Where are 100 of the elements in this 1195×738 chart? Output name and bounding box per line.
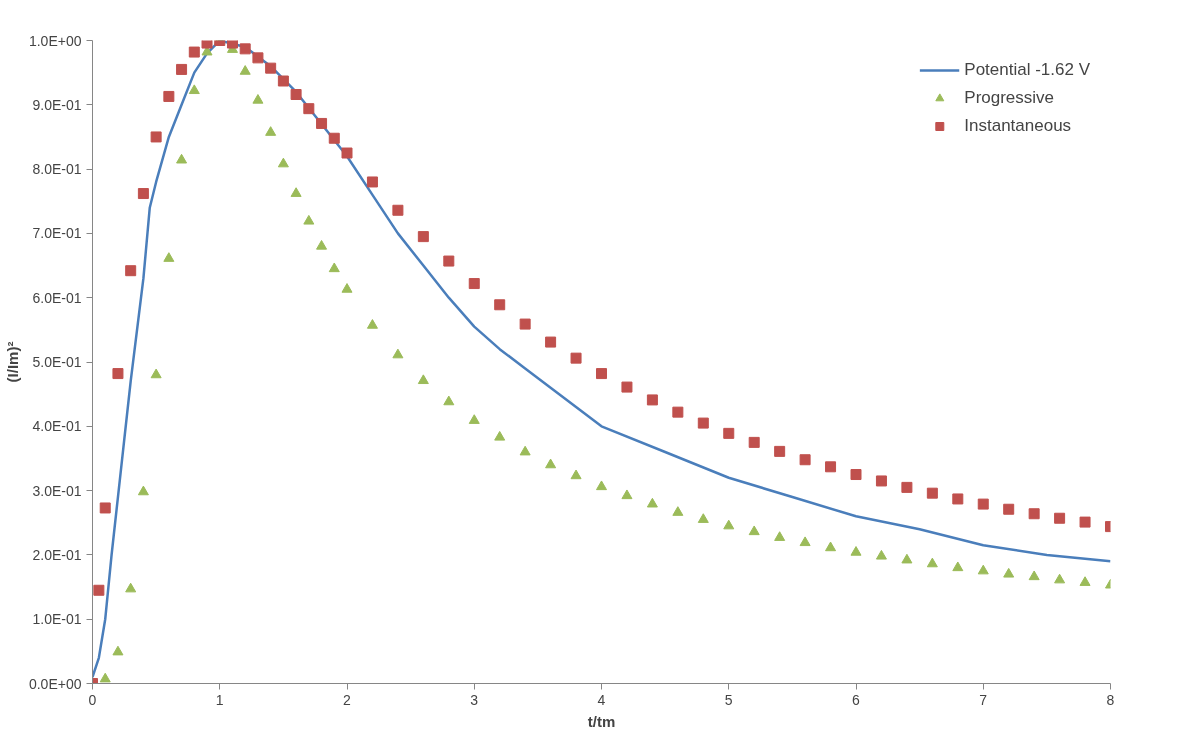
- point: [252, 52, 264, 64]
- point: [277, 75, 289, 87]
- point: [875, 549, 887, 560]
- point: [519, 318, 531, 330]
- point: [163, 90, 175, 102]
- point: [672, 506, 684, 516]
- y-tick-label: 4.0E-01: [32, 418, 82, 435]
- point: [646, 394, 658, 406]
- point: [316, 239, 328, 250]
- legend-label: Progressive: [964, 88, 1055, 108]
- point: [328, 262, 340, 273]
- point: [468, 278, 480, 290]
- point: [137, 485, 149, 496]
- point: [316, 117, 328, 129]
- x-axis-title: t/tm: [587, 712, 616, 730]
- point: [239, 43, 251, 55]
- point: [443, 395, 455, 406]
- point: [99, 502, 111, 514]
- point: [825, 461, 837, 473]
- point: [303, 214, 315, 225]
- point: [1054, 573, 1066, 584]
- point: [303, 103, 315, 115]
- point: [163, 252, 175, 262]
- point: [417, 374, 429, 385]
- point: [93, 584, 105, 596]
- point: [1028, 570, 1040, 581]
- point: [723, 427, 735, 439]
- x-tick-label: 3: [470, 691, 479, 708]
- x-tick-label: 1: [215, 691, 224, 708]
- point: [1054, 512, 1066, 524]
- x-tick-label: 7: [979, 691, 988, 708]
- point: [1003, 503, 1015, 515]
- point: [366, 319, 378, 329]
- point: [239, 65, 251, 75]
- y-tick-label: 1.0E-01: [32, 611, 82, 628]
- point: [112, 368, 124, 380]
- y-tick-label: 2.0E-01: [32, 546, 82, 563]
- point: [596, 480, 607, 491]
- point: [926, 557, 938, 568]
- point: [519, 445, 531, 456]
- point: [290, 187, 302, 197]
- point: [150, 368, 162, 379]
- point: [176, 63, 188, 75]
- point: [226, 40, 238, 49]
- point: [468, 414, 480, 424]
- y-tick-label: 6.0E-01: [32, 289, 82, 306]
- point: [494, 299, 506, 311]
- point: [494, 430, 506, 441]
- point: [265, 126, 277, 136]
- point: [417, 231, 429, 243]
- y-tick-label: 9.0E-01: [32, 96, 82, 113]
- legend-label: Potential -1.62 V: [964, 60, 1090, 80]
- point: [277, 157, 289, 168]
- x-tick-label: 0: [88, 691, 97, 708]
- point: [137, 188, 149, 200]
- y-tick-label: 3.0E-01: [32, 482, 82, 499]
- point: [570, 352, 582, 364]
- point: [125, 265, 137, 277]
- point: [366, 176, 378, 188]
- y-axis-title: (I/Im)²: [3, 341, 21, 383]
- point: [646, 497, 658, 508]
- point: [825, 541, 837, 552]
- point: [188, 46, 200, 58]
- point: [748, 525, 760, 536]
- point: [774, 531, 786, 541]
- point: [443, 255, 455, 267]
- point: [99, 672, 111, 683]
- point: [799, 536, 811, 547]
- point: [341, 147, 353, 159]
- point: [545, 458, 557, 469]
- point: [977, 564, 989, 575]
- point: [150, 131, 162, 143]
- y-tick-label: 8.0E-01: [32, 161, 82, 178]
- point: [952, 493, 964, 505]
- point: [901, 481, 913, 493]
- point: [774, 445, 786, 457]
- point: [748, 436, 760, 448]
- y-tick-label: 1.0E+00: [28, 32, 82, 49]
- x-tick-label: 8: [1106, 691, 1115, 708]
- point: [545, 336, 557, 348]
- point: [875, 475, 887, 487]
- point: [621, 489, 633, 500]
- point: [188, 84, 200, 95]
- x-tick-label: 5: [724, 691, 733, 708]
- point: [201, 40, 213, 49]
- y-tick-label: 7.0E-01: [32, 225, 82, 242]
- x-tick-label: 4: [597, 691, 606, 708]
- point: [723, 519, 735, 530]
- point: [799, 454, 811, 466]
- point: [596, 368, 607, 380]
- point: [112, 645, 124, 656]
- point: [392, 348, 404, 359]
- point: [570, 469, 582, 480]
- x-tick-label: 2: [343, 691, 352, 708]
- point: [672, 406, 684, 418]
- point: [392, 204, 404, 216]
- y-tick-label: 0.0E+00: [28, 675, 82, 692]
- point: [926, 487, 938, 499]
- point: [697, 417, 709, 429]
- point: [850, 469, 862, 481]
